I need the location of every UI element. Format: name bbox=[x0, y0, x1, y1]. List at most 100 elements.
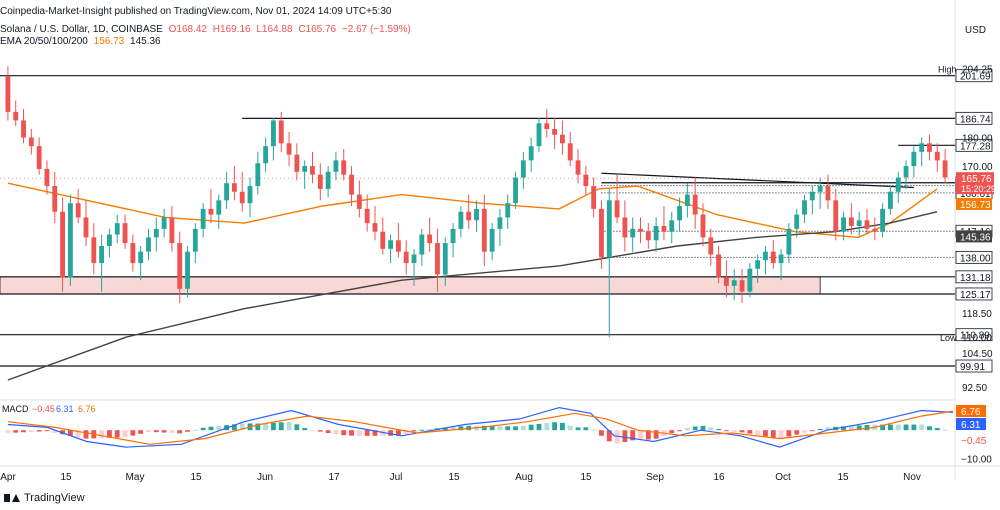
currency-label: USD bbox=[964, 25, 986, 36]
level-badge bbox=[955, 270, 993, 284]
macd-bar bbox=[302, 428, 308, 431]
macd-bar bbox=[919, 424, 925, 431]
macd-bar bbox=[747, 430, 753, 434]
level-label: 177.28 bbox=[960, 141, 991, 152]
macd-bar bbox=[927, 426, 932, 431]
publisher-text: Coinpedia-Market-Insight published on Tr… bbox=[0, 6, 392, 17]
x-tick-label: Oct bbox=[775, 472, 791, 483]
candle-body bbox=[731, 280, 737, 286]
candle-body bbox=[107, 234, 112, 246]
y-tick-label: 118.50 bbox=[962, 309, 992, 320]
macd-bar bbox=[83, 430, 89, 439]
macd-bar bbox=[13, 430, 19, 433]
macd-bar bbox=[513, 426, 518, 431]
macd-bar bbox=[169, 430, 175, 433]
candle-body bbox=[606, 200, 612, 258]
symbol-text: Solana / U.S. Dollar, 1D, COINBASE bbox=[0, 24, 163, 35]
candle-body bbox=[630, 228, 636, 238]
macd-bar bbox=[599, 430, 604, 436]
candle-body bbox=[13, 111, 19, 121]
macd-tick-label: −10.00 bbox=[961, 454, 992, 465]
macd-bar bbox=[716, 429, 722, 431]
macd-bar bbox=[263, 423, 269, 431]
level-badge bbox=[955, 359, 993, 373]
candle-body bbox=[848, 217, 854, 226]
candle-body bbox=[372, 223, 378, 232]
macd-bar bbox=[333, 430, 339, 435]
trendline bbox=[601, 172, 914, 189]
macd-bar bbox=[544, 423, 550, 431]
candle-body bbox=[856, 220, 862, 226]
x-tick-label: May bbox=[126, 472, 145, 483]
macd-bar bbox=[5, 430, 11, 433]
candle-body bbox=[786, 228, 792, 255]
y-tick-label: 92.50 bbox=[962, 383, 987, 394]
macd-bar bbox=[107, 430, 112, 438]
level-badge bbox=[955, 287, 993, 301]
candle-body bbox=[138, 251, 144, 264]
candle-body bbox=[934, 151, 940, 161]
candle-body bbox=[919, 143, 925, 152]
macd-bar bbox=[75, 430, 81, 438]
candle-body bbox=[645, 231, 651, 241]
candle-body bbox=[489, 228, 495, 252]
candle-body bbox=[231, 183, 237, 192]
candle-body bbox=[114, 223, 120, 235]
macd-pane: MACD −0.45 6.31 6.76 6.766.31−0.45−10.00 bbox=[2, 404, 992, 465]
candle-body bbox=[770, 251, 776, 264]
candle-body bbox=[474, 208, 479, 221]
macd-bar bbox=[809, 430, 815, 432]
macd-bar bbox=[903, 424, 909, 431]
candle-body bbox=[411, 254, 417, 264]
x-tick-label: Jun bbox=[257, 472, 273, 483]
macd-bar bbox=[341, 430, 347, 436]
macd-bar bbox=[349, 430, 354, 436]
macd-bar bbox=[21, 430, 26, 433]
macd-badge bbox=[956, 434, 986, 446]
symbol-line: Solana / U.S. Dollar, 1D, COINBASE O168.… bbox=[0, 24, 414, 36]
candle-body bbox=[271, 120, 276, 147]
candle-body bbox=[333, 160, 339, 172]
candle-body bbox=[528, 146, 534, 161]
candle-body bbox=[403, 251, 409, 264]
macd-badge-label: 6.31 bbox=[961, 420, 981, 431]
macd-bar bbox=[114, 430, 120, 438]
candle-body bbox=[325, 171, 331, 189]
candle-body bbox=[466, 211, 472, 221]
macd-bar bbox=[638, 430, 643, 440]
macd-bar bbox=[825, 427, 831, 431]
ema-badge-label: 156.73 bbox=[960, 200, 991, 211]
candle-body bbox=[83, 217, 89, 238]
macd-title: MACD bbox=[2, 404, 29, 414]
candle-body bbox=[310, 166, 315, 175]
candle-body bbox=[278, 120, 284, 144]
price-axis: 201.69186.74177.28164.15163.16160.61147.… bbox=[938, 64, 996, 394]
macd-bar bbox=[364, 430, 370, 436]
level-label: 125.17 bbox=[960, 290, 991, 301]
macd-bar bbox=[731, 430, 737, 432]
candle-body bbox=[208, 208, 214, 215]
candle-body bbox=[497, 217, 503, 229]
candle-body bbox=[380, 231, 386, 249]
x-tick-label: 15 bbox=[448, 472, 460, 483]
macd-bar bbox=[575, 427, 581, 431]
macd-bar bbox=[481, 425, 487, 431]
macd-bar bbox=[755, 430, 761, 435]
macd-bar bbox=[677, 430, 682, 432]
macd-hist-value: −0.45 bbox=[32, 404, 55, 414]
candle-body bbox=[911, 151, 917, 167]
level-label: 131.18 bbox=[960, 273, 991, 284]
candle-body bbox=[833, 200, 839, 232]
macd-bar bbox=[505, 426, 511, 431]
macd-bar bbox=[450, 426, 456, 431]
macd-bar bbox=[864, 424, 870, 431]
candle-body bbox=[559, 134, 565, 144]
macd-bar bbox=[684, 427, 690, 431]
macd-bar bbox=[395, 430, 401, 436]
macd-bar bbox=[427, 429, 433, 431]
high-label: High bbox=[938, 64, 957, 74]
low-label: Low bbox=[940, 333, 957, 343]
candles bbox=[5, 66, 948, 338]
macd-bar bbox=[310, 430, 315, 432]
